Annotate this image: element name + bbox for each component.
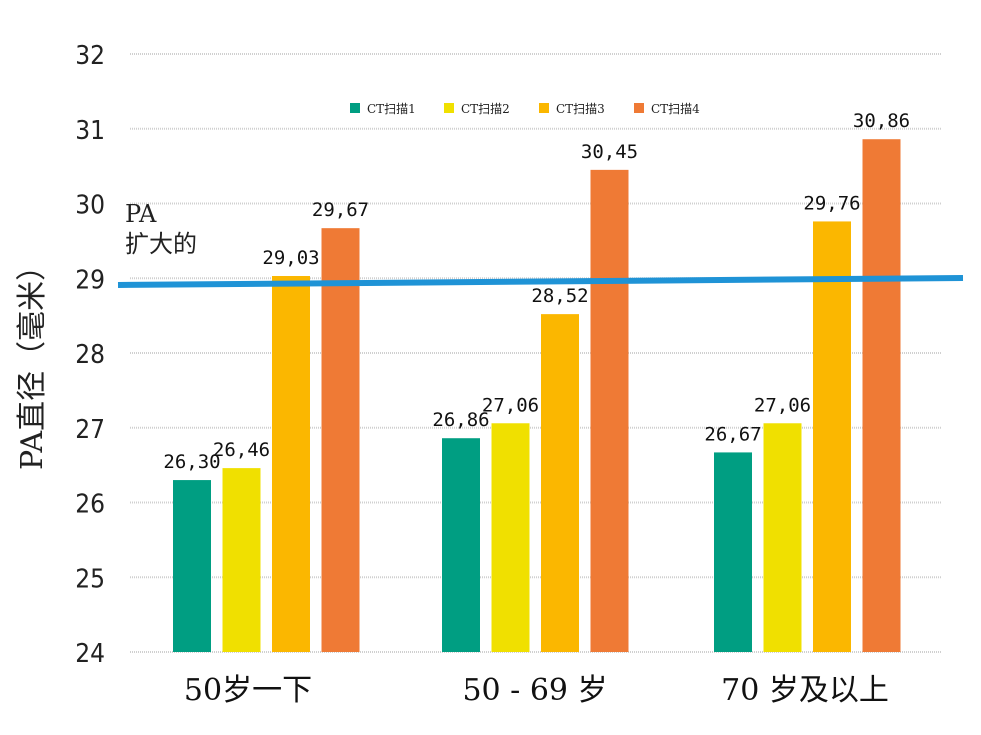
y-tick-label: 26 [75, 490, 105, 520]
legend-swatch [539, 103, 549, 113]
data-label: 29,76 [803, 192, 860, 214]
y-tick-label: 24 [75, 639, 105, 669]
bar [763, 423, 802, 652]
bar [173, 480, 211, 652]
legend-label: CT扫描3 [556, 102, 605, 116]
data-label: 30,86 [853, 110, 910, 132]
data-label: 27,06 [482, 394, 539, 416]
bar [590, 169, 629, 653]
data-label: 27,06 [754, 394, 811, 416]
bar [222, 468, 261, 652]
y-tick-label: 30 [75, 191, 105, 221]
bar [714, 452, 752, 652]
y-axis-label: PA直径（毫米） [15, 251, 50, 470]
legend-swatch [634, 103, 644, 113]
data-label: 30,45 [581, 141, 638, 163]
bar [321, 228, 360, 653]
legend-label: CT扫描1 [367, 102, 416, 116]
x-category-label: 70 岁及以上 [721, 673, 889, 708]
y-tick-label: 29 [75, 265, 105, 295]
data-label: 29,03 [262, 247, 319, 269]
y-tick-label: 27 [75, 415, 105, 445]
y-tick-label: 31 [75, 116, 105, 146]
bar [272, 276, 310, 652]
reference-label-line1: PA [125, 200, 157, 228]
reference-label-line2: 扩大的 [125, 230, 197, 258]
legend-swatch [444, 103, 454, 113]
bar [862, 139, 901, 653]
x-category-label: 50岁一下 [184, 673, 312, 708]
data-label: 26,86 [432, 409, 489, 431]
y-tick-label: 28 [75, 340, 105, 370]
data-label: 26,30 [163, 451, 220, 473]
bar [442, 438, 480, 652]
bar [491, 423, 530, 652]
y-tick-label: 25 [75, 564, 105, 594]
legend-label: CT扫描4 [651, 102, 700, 116]
legend-label: CT扫描2 [461, 102, 510, 116]
bar [541, 314, 579, 652]
y-tick-label: 32 [75, 41, 105, 71]
legend-swatch [350, 103, 360, 113]
data-label: 28,52 [531, 285, 588, 307]
data-label: 26,46 [213, 439, 270, 461]
data-label: 26,67 [704, 423, 761, 445]
reference-line [117, 275, 964, 288]
data-label: 29,67 [312, 199, 369, 221]
x-category-label: 50 - 69 岁 [462, 673, 607, 708]
bar [813, 221, 851, 652]
